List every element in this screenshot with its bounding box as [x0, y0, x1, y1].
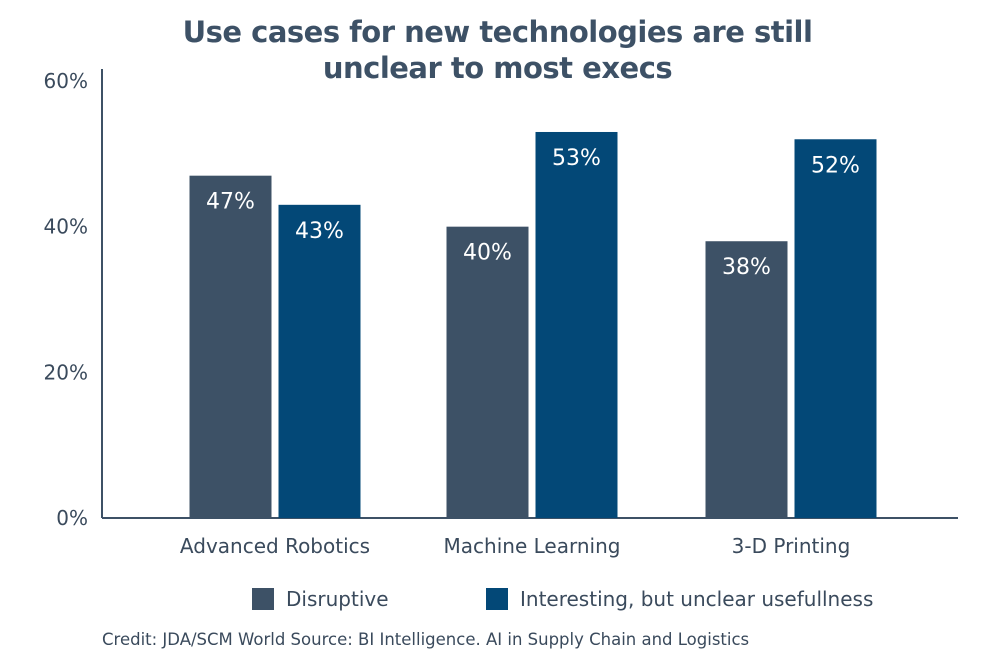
- data-label-0-1: 40%: [463, 241, 512, 266]
- bar-1-1: [535, 131, 618, 518]
- data-label-0-0: 47%: [206, 190, 255, 215]
- data-label-1-0: 43%: [295, 219, 344, 244]
- y-tick-label-0: 0%: [56, 506, 88, 530]
- data-label-1-2: 52%: [811, 153, 860, 178]
- data-label-1-1: 53%: [552, 146, 601, 171]
- chart-title: Use cases for new technologies are still…: [0, 14, 982, 86]
- chart-title-line-1: Use cases for new technologies are still: [182, 15, 813, 49]
- legend-swatch-interesting: [486, 588, 508, 610]
- x-tick-label-0: Advanced Robotics: [180, 534, 370, 558]
- credit-text: Credit: JDA/SCM World Source: BI Intelli…: [102, 630, 750, 649]
- bar-0-1: [446, 226, 529, 518]
- bar-chart: 0% 20% 40% 60% 47% 43% Advanced Robotics 40% 53%…: [44, 69, 958, 558]
- y-tick-label-1: 20%: [44, 360, 88, 384]
- legend-swatch-disruptive: [252, 588, 274, 610]
- legend-label-disruptive: Disruptive: [286, 587, 389, 611]
- legend-label-interesting: Interesting, but unclear usefullness: [520, 587, 874, 611]
- x-tick-label-1: Machine Learning: [444, 534, 621, 558]
- x-tick-label-2: 3-D Printing: [732, 534, 851, 558]
- legend-item-interesting: Interesting, but unclear usefullness: [486, 586, 873, 612]
- bar-1-0: [278, 204, 361, 519]
- data-label-0-2: 38%: [722, 255, 771, 280]
- legend-item-disruptive: Disruptive: [252, 586, 389, 612]
- bar-0-2: [705, 241, 788, 518]
- y-tick-label-2: 40%: [44, 215, 88, 239]
- bar-1-2: [794, 139, 877, 518]
- y-tick-label-3: 60%: [44, 69, 88, 93]
- bar-0-0: [189, 175, 272, 518]
- chart-title-line-2: unclear to most execs: [322, 51, 673, 85]
